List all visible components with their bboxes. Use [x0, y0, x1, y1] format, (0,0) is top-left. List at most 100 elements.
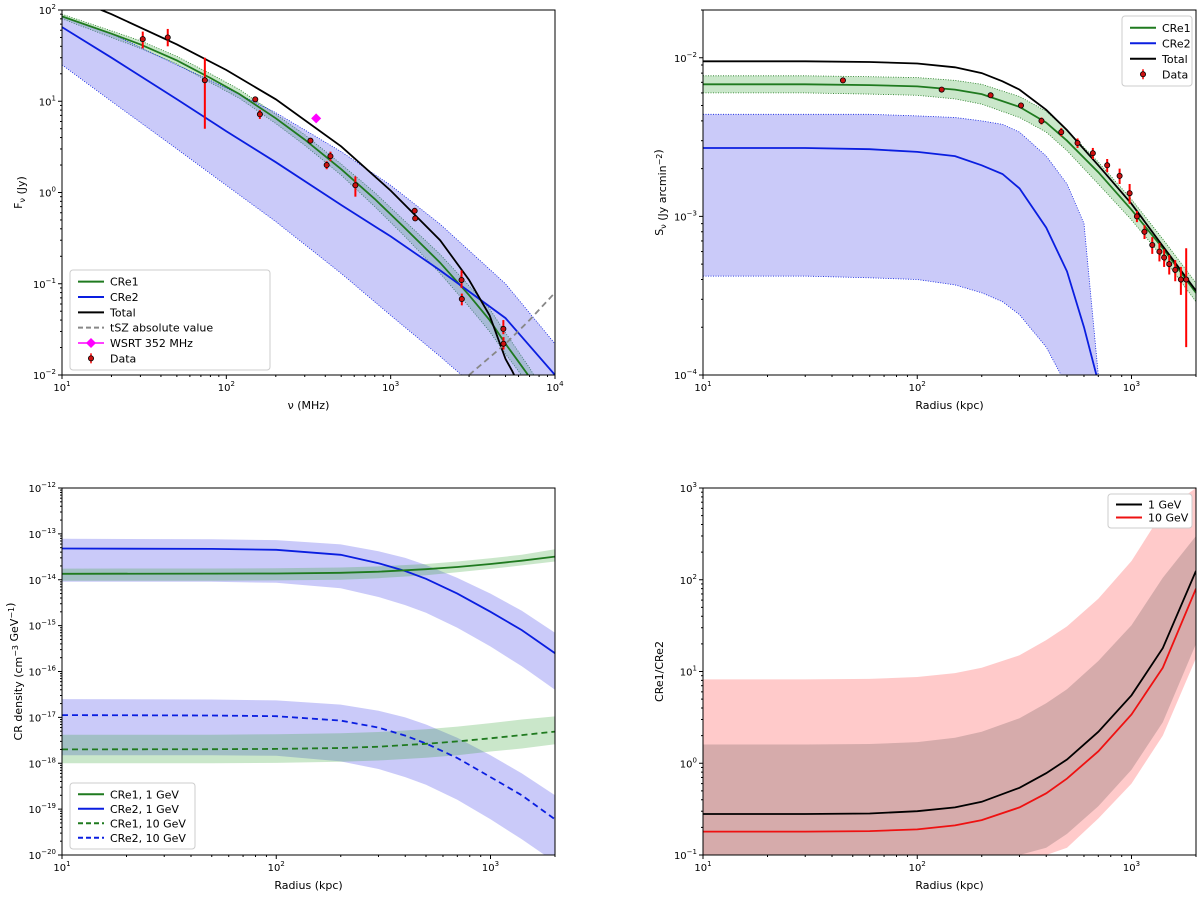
legend-label: CRe2	[110, 291, 139, 304]
legend-label: Total	[1161, 53, 1188, 66]
data-point	[1038, 117, 1045, 124]
data-point	[500, 340, 507, 347]
panel-cre-ratio: 101 102 103 10−1 100 101 102 103 Radius (kpc) CRe…	[653, 481, 1197, 892]
series-line-total	[98, 10, 516, 375]
x-tick-label: 101	[53, 860, 70, 874]
legend-label: Data	[110, 352, 136, 365]
series-line-1-gev	[703, 570, 1196, 815]
legend-label: 10 GeV	[1148, 512, 1189, 525]
x-tick-label: 103	[382, 380, 399, 394]
y-tick-label: 10−20	[28, 848, 56, 862]
x-tick-label: 103	[482, 860, 499, 874]
series-line-tsz-absolute-value	[468, 291, 555, 375]
data-point	[1126, 190, 1133, 197]
y-tick-label: 103	[680, 481, 697, 495]
y-tick-label: 10−18	[28, 756, 56, 770]
plot-area	[62, 538, 555, 855]
x-tick-label: 102	[268, 860, 285, 874]
data-point	[164, 34, 171, 41]
data-point	[1172, 266, 1179, 273]
y-tick-label: 10−19	[28, 802, 56, 816]
legend-swatch	[86, 338, 96, 348]
data-point	[500, 325, 507, 332]
legend-label: Data	[1162, 68, 1188, 81]
data-point	[256, 111, 263, 118]
legend-swatch	[1140, 71, 1147, 78]
data-point	[1141, 228, 1148, 235]
band-edge-lo	[62, 18, 522, 375]
legend: CRe1 CRe2 Total tSZ absolute value WSRT 352 …	[69, 269, 271, 371]
x-tick-label: 101	[53, 380, 70, 394]
axes-frame	[702, 9, 1197, 376]
data-point	[1104, 162, 1111, 169]
data-point	[139, 36, 146, 43]
band-10-gev	[703, 488, 1196, 855]
series-line-cre2	[703, 147, 1098, 375]
y-tick-label: 10−12	[28, 481, 56, 495]
x-axis-label: Radius (kpc)	[274, 879, 342, 892]
band-cre2	[62, 16, 555, 375]
data-point	[458, 296, 465, 303]
legend-box	[1107, 493, 1193, 529]
data-point	[1156, 248, 1163, 255]
y-tick-label: 102	[39, 3, 56, 17]
y-tick-label: 10−1	[674, 848, 697, 862]
series-line-cre2	[62, 26, 555, 375]
legend-label: 1 GeV	[1148, 499, 1182, 512]
band-1-gev	[703, 536, 1196, 855]
legend-label: CRe2, 1 GeV	[110, 803, 179, 816]
y-tick-label: 10−4	[674, 368, 698, 382]
data-point	[323, 162, 330, 169]
panel-frequency-spectrum: 101 102 103 104 10−2 10−1 100 101 102 ν (MHz) Fν (…	[12, 3, 564, 412]
data-point	[327, 153, 334, 160]
y-tick-label: 10−2	[33, 368, 56, 382]
legend-label: CRe1, 10 GeV	[110, 817, 186, 830]
y-tick-label: 10−13	[28, 527, 56, 541]
legend-label: CRe2, 10 GeV	[110, 832, 186, 845]
data-point	[252, 96, 259, 103]
data-point	[352, 182, 359, 189]
x-axis-label: Radius (kpc)	[915, 879, 983, 892]
data-point	[458, 276, 465, 283]
legend-label: WSRT 352 MHz	[110, 337, 193, 350]
series-line-10-gev	[703, 588, 1196, 833]
data-point	[1161, 254, 1168, 261]
band-edge-hi	[62, 13, 535, 375]
legend-box	[69, 782, 196, 850]
y-tick-label: 102	[680, 573, 697, 587]
legend-swatch	[88, 355, 95, 362]
y-tick-label: 10−15	[28, 619, 56, 633]
y-axis-label: Fν (Jy)	[12, 176, 28, 209]
y-axis-label: CR density (cm−3 GeV−1)	[4, 603, 25, 741]
y-tick-label: 100	[680, 756, 697, 770]
x-tick-label: 102	[909, 380, 926, 394]
x-tick-label: 102	[909, 860, 926, 874]
y-axis-label: CRe1/CRe2	[653, 641, 666, 702]
legend-label: Total	[109, 306, 136, 319]
legend-label: CRe1, 1 GeV	[110, 788, 179, 801]
x-tick-label: 102	[218, 380, 235, 394]
data-point	[938, 86, 945, 93]
y-tick-label: 101	[680, 665, 697, 679]
legend-label: tSZ absolute value	[110, 322, 213, 335]
data-point	[987, 92, 994, 99]
plot-area	[62, 10, 555, 375]
data-point	[1018, 102, 1025, 109]
legend-label: CRe2	[1162, 37, 1191, 50]
y-tick-label: 10−16	[28, 665, 56, 679]
y-tick-label: 100	[39, 186, 56, 200]
band-cre2	[703, 114, 1099, 375]
x-tick-label: 103	[1123, 860, 1140, 874]
data-point	[1116, 172, 1123, 179]
band-cre1-10-gev	[62, 716, 555, 764]
band-cre2-10-gev	[62, 699, 555, 855]
y-tick-label: 10−17	[28, 710, 56, 724]
plot-area	[703, 488, 1196, 855]
data-point	[1166, 261, 1173, 268]
x-tick-label: 101	[694, 380, 711, 394]
data-point	[839, 77, 846, 84]
y-tick-label: 10−14	[28, 573, 56, 587]
series-line-cre2-10-gev	[62, 714, 555, 821]
